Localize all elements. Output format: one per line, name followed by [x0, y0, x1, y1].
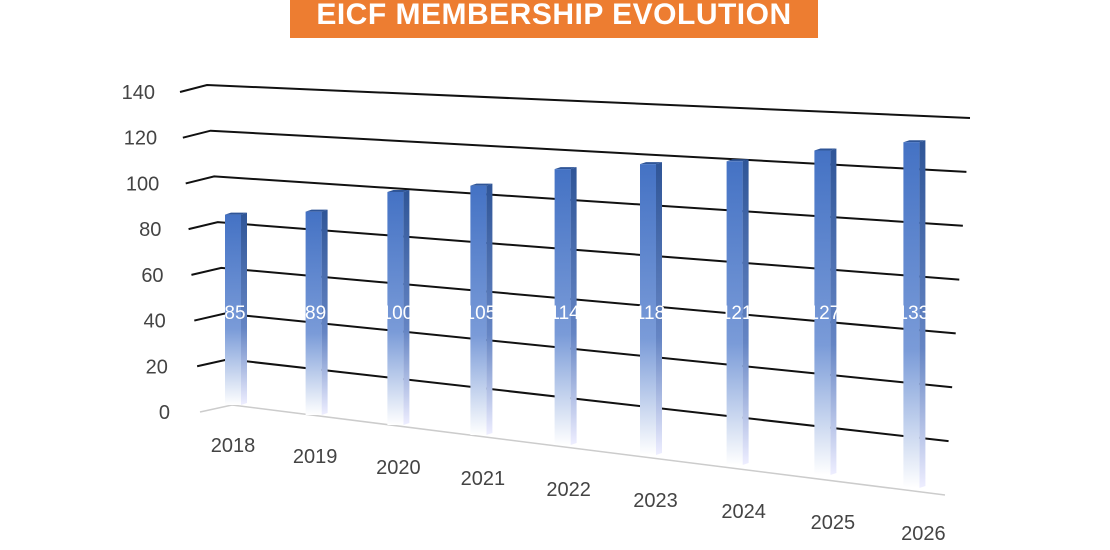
bar-top [470, 183, 493, 186]
bar-top [305, 209, 328, 212]
bar-top [387, 190, 410, 192]
x-tick-label: 2022 [546, 479, 591, 501]
y-tick-label: 140 [122, 82, 155, 104]
y-tick-label: 80 [139, 219, 161, 241]
bar [726, 161, 743, 466]
data-label: 105 [465, 303, 497, 324]
bar [554, 169, 571, 445]
data-label: 133 [898, 303, 930, 324]
bar [640, 164, 656, 455]
chart-title: EICF MEMBERSHIP EVOLUTION [290, 0, 818, 38]
x-tick-label: 2020 [376, 457, 421, 479]
data-label: 114 [549, 303, 580, 324]
x-tick-label: 2018 [211, 435, 256, 457]
data-label: 118 [635, 303, 665, 324]
bar-top [225, 212, 247, 215]
bar [903, 142, 920, 488]
y-tick-label: 20 [146, 356, 168, 378]
x-tick-label: 2024 [721, 501, 766, 523]
y-tick-label: 40 [143, 311, 165, 333]
x-tick-label: 2023 [633, 490, 678, 512]
bar-side [486, 183, 493, 435]
gridline [191, 266, 956, 335]
bar-top [903, 140, 926, 143]
bar-side [742, 159, 749, 466]
y-tick-label: 0 [159, 402, 170, 424]
bar [814, 150, 831, 475]
x-tick-label: 2019 [293, 446, 338, 468]
gridline [182, 129, 967, 173]
bar [305, 211, 322, 415]
bar-top [554, 167, 577, 170]
gridline [188, 221, 960, 281]
gridline [185, 175, 963, 227]
data-label: 100 [382, 303, 414, 324]
data-label: 121 [721, 303, 753, 324]
bar-side [570, 167, 577, 445]
y-tick-label: 100 [126, 173, 159, 195]
gridline [194, 312, 953, 389]
bar [225, 214, 241, 405]
bar-side [241, 212, 247, 405]
bar [387, 192, 404, 425]
bar-top [726, 159, 749, 162]
data-label: 89 [305, 303, 326, 324]
bar-side [403, 190, 410, 425]
x-tick-label: 2025 [811, 512, 856, 534]
bar [470, 185, 487, 435]
x-tick-label: 2021 [461, 468, 506, 490]
y-tick-label: 60 [141, 265, 163, 287]
data-label: 85 [224, 303, 245, 324]
gridline [179, 83, 971, 119]
x-tick-label: 2026 [901, 523, 946, 545]
bar-side [830, 148, 837, 475]
bar-side [321, 209, 328, 415]
bar-side [656, 162, 662, 455]
bar-top [814, 148, 837, 151]
data-label: 127 [809, 303, 841, 324]
bar-side [919, 140, 926, 488]
bar-top [640, 162, 662, 165]
y-tick-label: 120 [124, 128, 157, 150]
